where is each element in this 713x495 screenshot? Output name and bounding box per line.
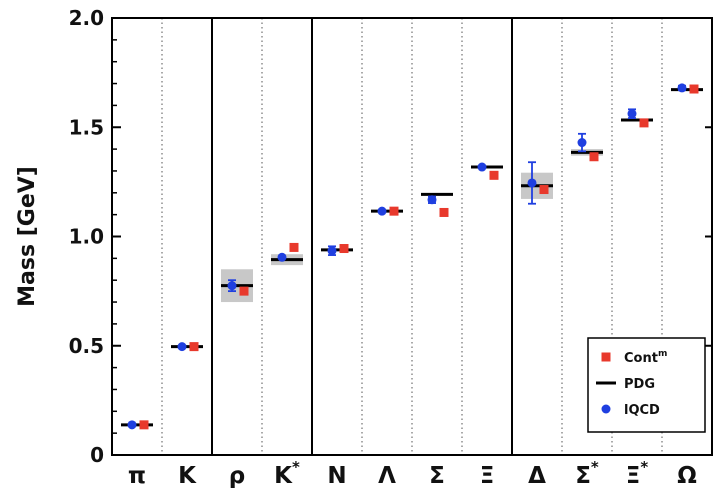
cont-point — [389, 206, 399, 216]
x-tick-label: Δ — [528, 463, 546, 489]
x-tick-label: N — [327, 463, 346, 489]
x-tick-label: K* — [274, 458, 300, 489]
x-tick-label: Ξ — [480, 463, 495, 489]
lqcd-point — [277, 252, 287, 262]
cont-point — [339, 244, 349, 254]
x-tick-label: Λ — [378, 463, 396, 489]
lqcd-point — [177, 342, 187, 352]
cont-point — [639, 118, 649, 128]
x-tick-label: K — [178, 463, 197, 489]
legend-marker-circle — [601, 404, 611, 414]
legend-marker-square — [601, 352, 611, 362]
x-tick-label: Ω — [677, 463, 697, 489]
x-tick-label: Σ* — [575, 458, 599, 489]
cont-series — [139, 84, 699, 430]
lqcd-point — [577, 138, 587, 148]
cont-point — [439, 207, 449, 217]
cont-point — [539, 185, 549, 195]
lqcd-point — [427, 195, 437, 205]
cont-point — [239, 286, 249, 296]
y-axis-label: Mass [GeV] — [15, 166, 40, 307]
cont-point — [189, 342, 199, 352]
x-tick-label: π — [128, 463, 146, 489]
cont-point — [139, 420, 149, 430]
lqcd-point — [677, 83, 687, 93]
lqcd-point — [527, 178, 537, 188]
x-tick-label: ρ — [229, 463, 245, 489]
y-tick-label: 2.0 — [69, 6, 104, 30]
legend-label: Contm — [624, 349, 667, 366]
grid-lines — [161, 18, 663, 455]
y-tick-label: 1.5 — [69, 115, 104, 139]
x-tick-label: Ξ* — [626, 458, 649, 489]
lqcd-point — [377, 206, 387, 216]
cont-point — [689, 84, 699, 94]
lqcd-series — [127, 83, 687, 430]
legend: Contm PDG lQCD — [587, 337, 706, 433]
y-axis: 0 0.5 1.0 1.5 2.0 — [69, 6, 712, 467]
x-tick-label: Σ — [429, 463, 445, 489]
legend-label: PDG — [624, 377, 655, 392]
lqcd-point — [627, 109, 637, 119]
cont-point — [489, 170, 499, 180]
lqcd-point — [227, 281, 237, 291]
y-tick-label: 0.5 — [69, 334, 104, 358]
lqcd-point — [127, 420, 137, 430]
cont-point — [289, 242, 299, 252]
lqcd-point — [327, 246, 337, 256]
y-tick-label: 0 — [90, 443, 104, 467]
y-tick-label: 1.0 — [69, 225, 104, 249]
lqcd-point — [477, 162, 487, 172]
legend-label: lQCD — [624, 403, 660, 418]
cont-point — [589, 152, 599, 162]
